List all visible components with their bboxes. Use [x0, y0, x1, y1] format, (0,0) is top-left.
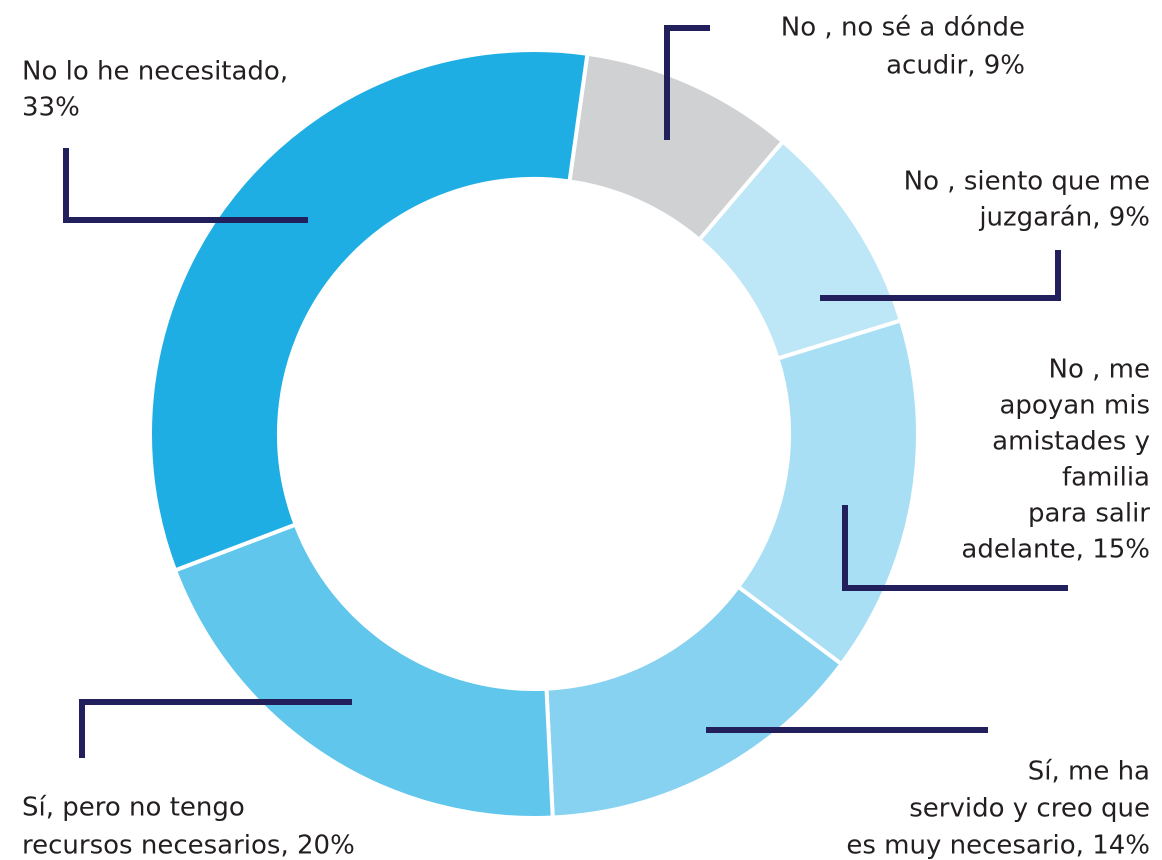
slice-label: No , me	[1049, 355, 1150, 385]
leader-line	[664, 25, 710, 140]
leader-line	[842, 505, 1068, 591]
slice-label: Sí, me ha	[1028, 757, 1150, 787]
slice-label: familia	[1062, 463, 1150, 493]
slice-label: juzgarán, 9%	[978, 203, 1150, 233]
slice-label: amistades y	[992, 427, 1150, 457]
slice-label: es muy necesario, 14%	[846, 831, 1150, 860]
slice	[172, 521, 555, 820]
slices	[148, 48, 920, 820]
slice-label: recursos necesarios, 20%	[22, 831, 355, 860]
slice-label: No , no sé a dónde	[781, 13, 1025, 43]
slice-label: para salir	[1028, 499, 1150, 529]
slice-label: Sí, pero no tengo	[22, 793, 245, 823]
leader-line	[79, 699, 352, 758]
slice-label: apoyan mis	[999, 391, 1150, 421]
slice-label: acudir, 9%	[886, 51, 1025, 81]
leader-line	[63, 148, 308, 223]
slice-label: adelante, 15%	[961, 535, 1150, 565]
slice-label: servido y creo que	[909, 794, 1150, 824]
slice-label: 33%	[22, 93, 80, 123]
slice-label: No lo he necesitado,	[22, 57, 288, 87]
slice	[148, 48, 590, 573]
leader-line	[820, 250, 1061, 301]
slice-label: No , siento que me	[904, 167, 1150, 197]
